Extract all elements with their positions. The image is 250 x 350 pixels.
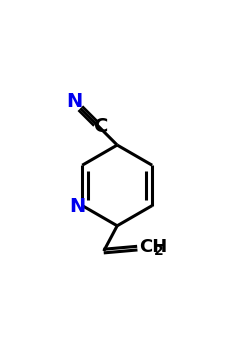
Text: N: N (66, 92, 82, 111)
Text: CH: CH (139, 238, 167, 256)
Text: 2: 2 (154, 244, 164, 258)
Text: C: C (94, 117, 108, 136)
Text: N: N (70, 197, 86, 216)
